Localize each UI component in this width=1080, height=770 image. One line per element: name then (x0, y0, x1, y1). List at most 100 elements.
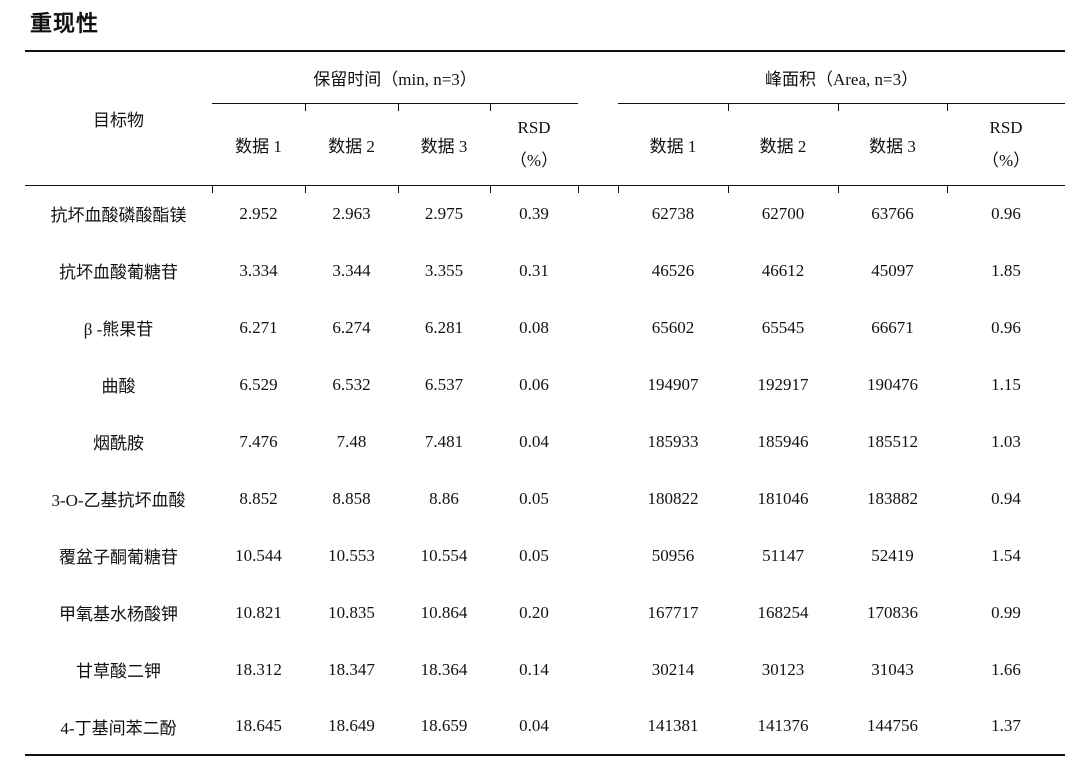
area-data-2: 51147 (762, 545, 804, 565)
table-row: 烟酰胺 7.476 7.48 7.481 0.04 185933 185946 … (25, 413, 1065, 470)
area-rsd-label: RSD (989, 118, 1023, 137)
column-gap (578, 299, 618, 356)
area-data-1: 50956 (651, 545, 695, 565)
rt-data-2: 10.835 (328, 602, 375, 622)
column-gap (578, 185, 619, 242)
rt-data-3: 7.481 (424, 431, 464, 451)
rt-data-3: 18.659 (420, 716, 468, 735)
area-data-1: 141381 (647, 716, 699, 735)
table-body: 抗坏血酸磷酸酯镁 2.952 2.963 2.975 0.39 62738 62… (25, 185, 1066, 755)
area-data-3: 185512 (867, 431, 919, 451)
rt-data-2: 18.649 (328, 716, 375, 735)
target-name: 覆盆子酮葡糖苷 (59, 548, 178, 567)
area-rsd-value: 1.54 (991, 545, 1021, 565)
area-data-1: 167717 (647, 602, 699, 622)
area-data-2: 62700 (728, 185, 839, 242)
column-gap (578, 584, 618, 641)
rt-data-2: 18.347 (328, 659, 375, 679)
rt-rsd-unit: （%） (509, 151, 559, 170)
area-rsd-value: 1.15 (991, 374, 1021, 394)
rt-rsd-header: RSD （%） (490, 103, 579, 186)
target-name: 烟酰胺 (93, 434, 144, 453)
rt-data2-header: 数据 2 (305, 103, 398, 186)
target-name: β -熊果苷 (83, 320, 154, 339)
rt-rsd-value: 0.31 (519, 260, 549, 280)
rt-data-1: 18.312 (235, 659, 282, 679)
table-row: 覆盆子酮葡糖苷 10.544 10.553 10.554 0.05 50956 … (25, 527, 1065, 584)
retention-time-group-header: 保留时间（min, n=3） (212, 51, 579, 104)
rt-rsd-value: 0.39 (490, 185, 579, 242)
area-data2-header: 数据 2 (728, 103, 839, 186)
table-row: 抗坏血酸磷酸酯镁 2.952 2.963 2.975 0.39 62738 62… (25, 185, 1066, 242)
area-rsd-value: 1.85 (991, 260, 1021, 280)
sub-header-row: 数据 1 数据 2 数据 3 RSD （%） 数据 1 数据 2 数据 3 RS… (25, 103, 1066, 186)
group-gap (578, 51, 619, 186)
rt-data-3: 10.554 (420, 545, 468, 565)
rt-rsd-value: 0.08 (519, 317, 549, 337)
rt-data-1: 2.952 (212, 185, 305, 242)
area-data-3: 66671 (871, 317, 914, 337)
rt-data-1: 10.821 (235, 602, 282, 622)
column-gap (578, 242, 618, 299)
rt-data-3: 2.975 (398, 185, 490, 242)
rt-data3-header: 数据 3 (398, 103, 490, 186)
rt-data-2: 10.553 (328, 545, 375, 565)
rt-rsd-value: 0.20 (519, 602, 549, 622)
area-data-1: 65602 (651, 317, 695, 337)
rt-data1-header: 数据 1 (212, 103, 305, 186)
area-data-3: 52419 (871, 545, 914, 565)
column-gap (578, 641, 618, 698)
table-row: 甘草酸二钾 18.312 18.347 18.364 0.14 30214 30… (25, 641, 1065, 698)
area-data-3: 31043 (871, 659, 914, 679)
rt-data-1: 10.544 (235, 545, 282, 565)
area-data-1: 194907 (647, 374, 699, 394)
table-row: 3-O-乙基抗坏血酸 8.852 8.858 8.86 0.05 180822 … (25, 470, 1065, 527)
area-data-1: 30214 (651, 659, 695, 679)
rt-data-3: 6.281 (424, 317, 464, 337)
area-data-1: 185933 (647, 431, 699, 451)
rt-data-2: 6.274 (332, 317, 371, 337)
area-data-3: 183882 (867, 488, 919, 508)
rt-data-3: 10.864 (420, 602, 468, 622)
rt-data-1: 3.334 (239, 260, 278, 280)
area-rsd-value: 1.66 (991, 659, 1021, 679)
area-data-3: 190476 (867, 374, 919, 394)
area-data-1: 180822 (647, 488, 699, 508)
target-name: 甲氧基水杨酸钾 (59, 605, 178, 624)
area-data-2: 192917 (757, 374, 809, 394)
column-gap (578, 527, 618, 584)
rt-data-2: 7.48 (336, 431, 367, 451)
area-rsd-header: RSD （%） (947, 103, 1066, 186)
area-rsd-value: 1.03 (991, 431, 1021, 451)
area-data-2: 30123 (761, 659, 805, 679)
rt-data-3: 6.537 (424, 374, 464, 394)
rt-rsd-label: RSD (517, 118, 551, 137)
area-data-2: 141376 (757, 716, 809, 735)
rt-data-1: 6.271 (239, 317, 278, 337)
target-name: 3-O-乙基抗坏血酸 (51, 491, 186, 510)
rt-rsd-value: 0.06 (519, 374, 549, 394)
area-data-2: 46612 (761, 260, 805, 280)
table-row: 抗坏血酸葡糖苷 3.334 3.344 3.355 0.31 46526 466… (25, 242, 1065, 299)
rt-rsd-value: 0.14 (519, 659, 549, 679)
area-data-3: 170836 (867, 602, 919, 622)
area-data-2: 65545 (761, 317, 805, 337)
area-data-3: 63766 (838, 185, 948, 242)
area-data1-header: 数据 1 (618, 103, 729, 186)
target-column-header: 目标物 (25, 51, 212, 186)
area-rsd-value: 1.37 (991, 716, 1021, 735)
area-data-2: 181046 (757, 488, 809, 508)
rt-data-3: 8.86 (429, 488, 459, 508)
peak-area-group-header: 峰面积（Area, n=3） (618, 51, 1066, 104)
target-name: 抗坏血酸葡糖苷 (59, 263, 178, 282)
column-gap (578, 356, 618, 413)
area-rsd-unit: （%） (981, 151, 1031, 170)
area-data-2: 185946 (757, 431, 809, 451)
reproducibility-table: 目标物 保留时间（min, n=3） 峰面积（Area, n=3） 数据 1 数… (25, 50, 1066, 756)
rt-data-1: 6.529 (239, 374, 278, 394)
rt-data-1: 7.476 (239, 431, 278, 451)
rt-data-2: 8.858 (332, 488, 371, 508)
table-row: β -熊果苷 6.271 6.274 6.281 0.08 65602 6554… (25, 299, 1065, 356)
rt-rsd-value: 0.05 (519, 545, 549, 565)
area-rsd-value: 0.99 (991, 602, 1021, 622)
